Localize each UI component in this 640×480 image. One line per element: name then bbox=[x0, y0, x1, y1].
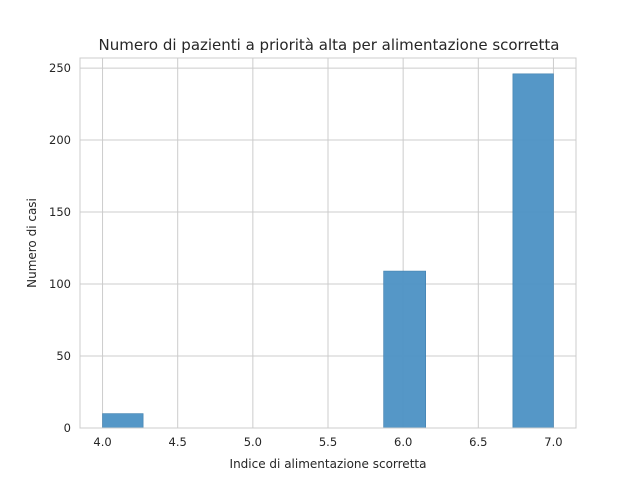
x-axis-label: Indice di alimentazione scorretta bbox=[230, 457, 427, 471]
y-axis-label: Numero di casi bbox=[25, 198, 39, 288]
plot-frame bbox=[79, 57, 577, 429]
x-tick-label: 6.0 bbox=[394, 435, 412, 449]
bars bbox=[102, 73, 554, 429]
histogram-bar bbox=[102, 413, 144, 429]
x-tick-label: 7.0 bbox=[544, 435, 562, 449]
y-tick-label: 250 bbox=[49, 61, 71, 75]
y-tick-label: 200 bbox=[49, 133, 71, 147]
x-tick-label: 5.0 bbox=[244, 435, 262, 449]
y-tick-label: 50 bbox=[56, 349, 71, 363]
x-tick-label: 6.5 bbox=[469, 435, 487, 449]
x-tick-label: 5.5 bbox=[319, 435, 337, 449]
histogram-bar bbox=[383, 270, 426, 429]
x-tick-label: 4.0 bbox=[93, 435, 111, 449]
x-tick-label: 4.5 bbox=[169, 435, 187, 449]
x-axis-ticks: 4.0 4.5 5.0 5.5 6.0 6.5 7.0 bbox=[93, 435, 562, 449]
histogram-bar bbox=[512, 73, 554, 429]
y-tick-label: 150 bbox=[49, 205, 71, 219]
y-tick-label: 0 bbox=[64, 421, 71, 435]
y-axis-ticks: 0 50 100 150 200 250 bbox=[49, 61, 71, 435]
chart-title: Numero di pazienti a priorità alta per a… bbox=[98, 36, 559, 54]
y-tick-label: 100 bbox=[49, 277, 71, 291]
